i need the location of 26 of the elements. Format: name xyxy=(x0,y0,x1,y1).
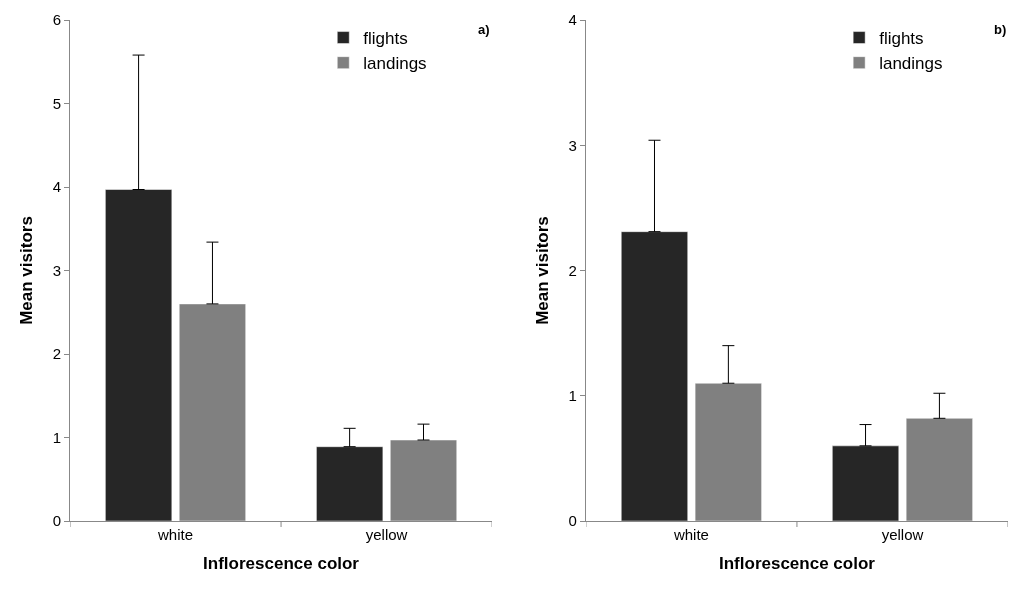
y-tick-label: 0 xyxy=(52,512,61,530)
legend-label: landings xyxy=(879,54,943,74)
x-tick-label: yellow xyxy=(365,526,408,543)
y-tick-label: 2 xyxy=(568,261,577,279)
y-tick-label: 4 xyxy=(568,11,577,29)
y-tick-label: 0 xyxy=(568,512,577,530)
x-tick-label: yellow xyxy=(881,526,924,543)
y-axis-title: Mean visitors xyxy=(17,216,37,325)
y-tick-label: 1 xyxy=(52,428,61,446)
legend-label: flights xyxy=(363,29,408,49)
x-tick-label: white xyxy=(672,526,709,543)
x-axis-title: Inflorescence color xyxy=(203,554,360,574)
legend-label: flights xyxy=(879,29,924,49)
y-tick-label: 3 xyxy=(52,261,61,279)
y-tick-label: 3 xyxy=(568,136,577,154)
y-tick-label: 6 xyxy=(52,11,61,29)
y-tick-label: 5 xyxy=(52,94,61,112)
annotation: a) xyxy=(478,22,490,37)
y-tick-label: 4 xyxy=(52,178,61,196)
x-axis-title: Inflorescence color xyxy=(719,554,876,574)
annotation: b) xyxy=(994,22,1007,37)
x-tick-label: white xyxy=(157,526,194,543)
legend-label: landings xyxy=(363,54,427,74)
y-axis-title: Mean visitors xyxy=(533,216,553,325)
y-tick-label: 2 xyxy=(52,345,61,363)
y-tick-label: 1 xyxy=(568,387,577,404)
